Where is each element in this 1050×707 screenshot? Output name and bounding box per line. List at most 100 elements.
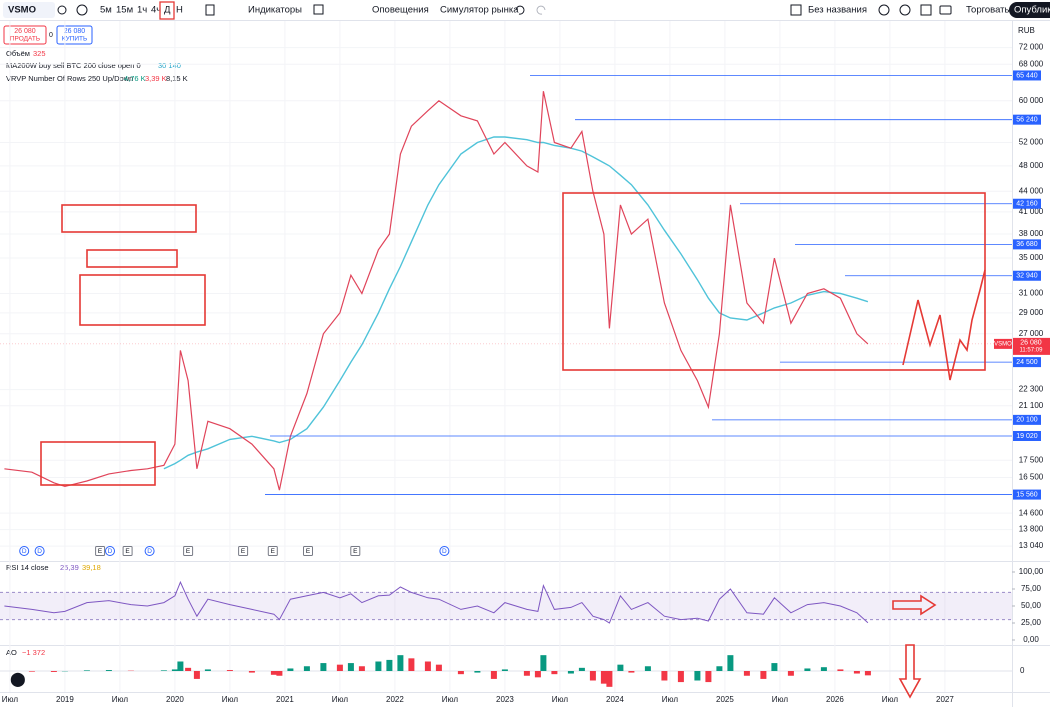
logo[interactable]: ⬤: [10, 671, 26, 688]
compare-icon[interactable]: [57, 5, 67, 15]
x-tick-label: Июл: [662, 695, 679, 704]
level-label: 15 560: [1016, 491, 1038, 498]
x-tick-label: Июл: [552, 695, 569, 704]
ao-bar: [716, 666, 723, 671]
last-price-label: 26 080: [1020, 340, 1042, 347]
y-tick-label: 29 000: [1019, 308, 1044, 317]
y-tick-label: 31 000: [1019, 289, 1044, 298]
level-label: 65 440: [1016, 72, 1038, 79]
event-label: D: [22, 548, 27, 555]
add-symbol-icon[interactable]: [76, 4, 88, 16]
ao-bar: [864, 671, 871, 676]
rsi-legend: RSI 14 close: [6, 563, 49, 572]
ao-bar: [358, 666, 365, 671]
symbol-search[interactable]: [3, 2, 55, 18]
ao-bar: [578, 667, 585, 671]
buy-label[interactable]: КУПИТЬ: [62, 36, 88, 43]
event-icon: [350, 546, 361, 556]
quick-search-icon[interactable]: [878, 4, 890, 16]
undo-icon[interactable]: [515, 5, 525, 15]
interval-button[interactable]: 15м: [116, 5, 133, 16]
ao-bar: [644, 666, 651, 671]
ao-bar: [523, 671, 530, 676]
ao-bar: [534, 671, 541, 678]
y-tick-label: 14 600: [1019, 508, 1044, 517]
vrvp-legend: VRVP Number Of Rows 250 Up/Down: [6, 74, 133, 83]
y-tick-label: 68 000: [1019, 59, 1044, 68]
layout-name[interactable]: Без названия: [808, 5, 867, 16]
ao-bar: [185, 667, 192, 671]
ao-bar: [787, 671, 794, 676]
ao-bar: [276, 671, 283, 676]
x-tick-label: 2027: [936, 695, 954, 704]
ao-bar: [336, 664, 343, 671]
chart-type-icon[interactable]: [205, 4, 215, 16]
buy-button[interactable]: [56, 25, 93, 45]
layout-checkbox[interactable]: [790, 4, 802, 16]
snapshot-icon[interactable]: [939, 5, 952, 15]
y-tick-label: 17 500: [1019, 455, 1044, 464]
publish-label[interactable]: Опубликовать: [1014, 5, 1050, 16]
interval-button[interactable]: Д: [164, 5, 171, 16]
ao-bar: [177, 661, 184, 671]
profile-box: [86, 249, 178, 268]
settings-icon[interactable]: [899, 4, 911, 16]
ao-bar: [160, 670, 167, 671]
y-tick-label: 35 000: [1019, 253, 1044, 262]
level-tag: [1013, 270, 1041, 281]
ao-bar: [589, 671, 596, 681]
level-tag: [1013, 239, 1041, 250]
interval-button[interactable]: 1ч: [137, 5, 147, 16]
arrow-right: [892, 594, 937, 616]
ao-bar: [397, 655, 404, 671]
last-price-time: 11:57:09: [1020, 347, 1044, 353]
ao-bar: [551, 671, 558, 675]
event-icon: [34, 546, 45, 556]
symbol[interactable]: VSMO: [8, 5, 36, 16]
y-tick-label: 41 000: [1019, 207, 1044, 216]
level-label: 24 500: [1016, 359, 1038, 366]
profile-box: [61, 204, 197, 233]
x-tick-label: 2026: [826, 695, 844, 704]
sell-label[interactable]: ПРОДАТЬ: [10, 36, 40, 43]
alerts-button[interactable]: Оповещения: [372, 5, 429, 16]
layouts-icon[interactable]: [313, 4, 324, 15]
ao-bar: [386, 659, 393, 671]
sell-price[interactable]: 26 080: [14, 28, 36, 35]
sell-button[interactable]: [3, 25, 47, 45]
indicators-button[interactable]: Индикаторы: [248, 5, 302, 16]
currency: RUB: [1018, 26, 1035, 35]
interval-highlight: [159, 1, 175, 20]
forecast-zigzag: [902, 269, 986, 381]
fullscreen-icon[interactable]: [920, 4, 932, 16]
y-tick-label: 52 000: [1019, 138, 1044, 147]
redo-icon[interactable]: [536, 5, 546, 15]
interval-button[interactable]: 5м: [100, 5, 112, 16]
volume-value: 325: [33, 49, 46, 58]
event-label: D: [147, 548, 152, 555]
event-label: E: [306, 548, 311, 555]
buy-price[interactable]: 26 080: [64, 28, 86, 35]
ao-bar: [804, 668, 811, 671]
rsi-line: [4, 580, 869, 624]
trade-button[interactable]: Торговать: [966, 5, 1010, 16]
event-label: D: [108, 548, 113, 555]
level-tag: [1013, 414, 1041, 425]
x-tick-label: Июл: [222, 695, 239, 704]
level-label: 36 680: [1016, 241, 1038, 248]
interval-button[interactable]: 4ч: [151, 5, 161, 16]
range-box: [562, 192, 986, 371]
replay-button[interactable]: Симулятор рынка: [440, 5, 519, 16]
y-tick-label: 13 040: [1019, 541, 1044, 550]
ao-bar: [727, 655, 734, 671]
event-icon: [183, 546, 194, 556]
level-label: 56 240: [1016, 117, 1038, 124]
interval-button[interactable]: Н: [176, 5, 183, 16]
vrvp-down: 3,39 K: [145, 74, 167, 83]
x-tick-label: 2022: [386, 695, 404, 704]
publish-button[interactable]: [1009, 2, 1050, 18]
price-line: [4, 91, 869, 491]
rsi-value: 25,39: [60, 563, 79, 572]
rsi-tick-label: 50,00: [1021, 601, 1042, 610]
